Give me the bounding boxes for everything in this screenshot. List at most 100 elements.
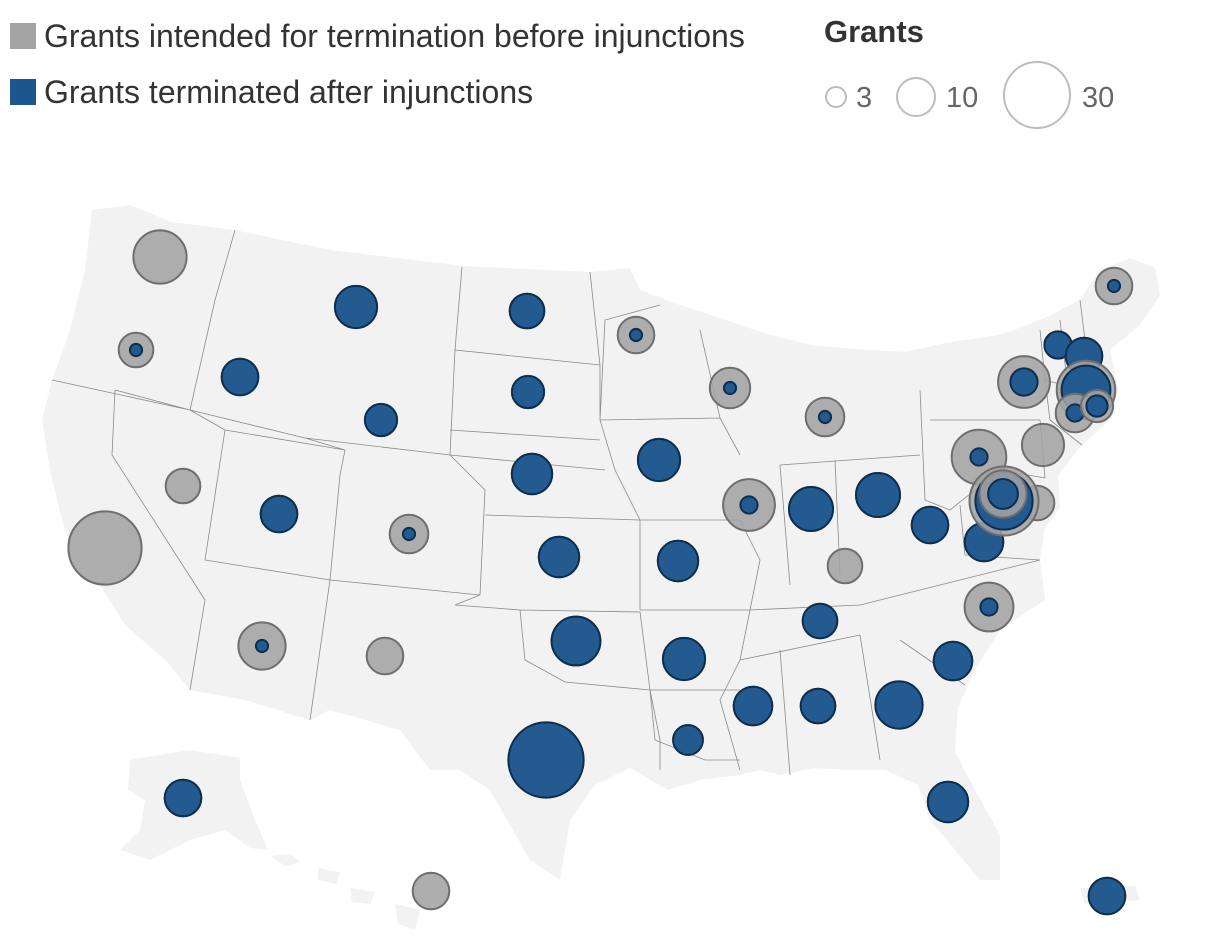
state-bubble-ut xyxy=(259,494,299,534)
state-bubble-nj xyxy=(1020,422,1066,468)
state-bubble-nd xyxy=(508,292,546,330)
state-bubble-hi xyxy=(411,871,451,911)
bubble-after-ga xyxy=(874,680,924,730)
bubble-before-nv xyxy=(164,467,202,505)
bubble-after-mn xyxy=(628,327,644,343)
bubble-after-ia xyxy=(636,437,682,483)
legend-swatch-after xyxy=(10,79,36,105)
bubble-before-ca xyxy=(67,510,143,586)
state-bubble-ar xyxy=(661,636,707,682)
size-legend-circle-medium xyxy=(896,77,936,117)
state-bubble-dc xyxy=(978,469,1028,519)
bubble-after-ri xyxy=(1085,394,1109,418)
state-bubble-al xyxy=(799,687,837,725)
state-bubble-wi xyxy=(708,366,752,410)
bubble-after-ak xyxy=(163,778,203,818)
bubble-after-wy xyxy=(363,402,399,438)
bubble-after-mt xyxy=(333,284,379,330)
state-bubble-sc xyxy=(932,640,974,682)
state-bubble-co xyxy=(388,513,430,555)
bubble-after-fl xyxy=(926,780,970,824)
bubble-before-ky xyxy=(826,547,864,585)
bubble-after-nc xyxy=(979,597,999,617)
bubble-after-mi xyxy=(817,409,833,425)
size-legend-label-medium: 10 xyxy=(946,82,978,114)
bubble-after-ms xyxy=(732,685,774,727)
state-bubble-sd xyxy=(510,374,546,410)
state-bubble-mi xyxy=(804,396,846,438)
bubble-before-nm xyxy=(365,636,405,676)
size-legend-graphic: 3 10 30 xyxy=(825,61,1114,129)
state-bubble-or xyxy=(117,331,155,369)
state-bubble-mn xyxy=(616,315,656,355)
size-legend-circle-large xyxy=(1003,61,1071,129)
state-bubble-ms xyxy=(732,685,774,727)
bubble-after-az xyxy=(254,638,270,654)
state-bubble-id xyxy=(220,357,260,397)
bubble-after-ar xyxy=(661,636,707,682)
size-legend-circle-small xyxy=(825,86,847,108)
state-bubble-nc xyxy=(963,581,1015,633)
bubble-before-hi xyxy=(411,871,451,911)
bubble-after-ok xyxy=(550,615,602,667)
bubble-after-tn xyxy=(801,602,839,640)
state-bubble-ne xyxy=(510,452,554,496)
state-bubble-pr xyxy=(1087,876,1127,916)
map-land xyxy=(42,205,1160,930)
state-bubble-wy xyxy=(363,402,399,438)
legend-label-before: Grants intended for termination before i… xyxy=(44,17,745,54)
legend-swatch-before xyxy=(10,23,36,49)
state-bubble-nv xyxy=(164,467,202,505)
bubble-after-la xyxy=(672,724,704,756)
state-bubble-ca xyxy=(67,510,143,586)
state-bubble-wv xyxy=(910,505,950,545)
bubble-after-nd xyxy=(508,292,546,330)
bubble-before-wa xyxy=(132,229,188,285)
bubble-after-mo xyxy=(656,539,700,583)
legend-item-before: Grants intended for termination before i… xyxy=(10,14,745,58)
state-bubble-ny xyxy=(997,355,1051,409)
size-legend-title: Grants xyxy=(824,14,924,49)
state-bubble-tx xyxy=(507,721,585,799)
size-legend-label-small: 3 xyxy=(856,82,872,114)
state-bubble-az xyxy=(237,621,287,671)
state-bubble-oh xyxy=(855,472,901,518)
bubble-after-ne xyxy=(510,452,554,496)
state-bubble-mt xyxy=(333,284,379,330)
state-bubble-ky xyxy=(826,547,864,585)
size-legend-label-large: 30 xyxy=(1082,82,1114,114)
state-bubble-in xyxy=(788,486,834,532)
bubble-after-or xyxy=(128,342,144,358)
bubble-after-wv xyxy=(910,505,950,545)
state-bubble-ga xyxy=(874,680,924,730)
bubble-after-ny xyxy=(1009,367,1039,397)
bubble-after-sd xyxy=(510,374,546,410)
bubble-before-nj xyxy=(1020,422,1066,468)
bubble-after-pa xyxy=(969,447,989,467)
state-bubble-il xyxy=(722,478,776,532)
bubble-after-il xyxy=(739,495,759,515)
state-bubble-fl xyxy=(926,780,970,824)
bubble-after-ks xyxy=(537,535,581,579)
state-bubble-ks xyxy=(537,535,581,579)
bubble-after-me xyxy=(1106,278,1122,294)
bubble-after-in xyxy=(788,486,834,532)
state-bubble-ak xyxy=(163,778,203,818)
state-bubble-ri xyxy=(1079,388,1115,424)
bubble-after-wi xyxy=(722,380,738,396)
state-bubble-tn xyxy=(801,602,839,640)
state-bubble-me xyxy=(1094,266,1134,306)
state-bubble-ia xyxy=(636,437,682,483)
state-bubble-la xyxy=(672,724,704,756)
state-bubble-ok xyxy=(550,615,602,667)
bubble-after-dc xyxy=(987,478,1019,510)
bubble-after-pr xyxy=(1087,876,1127,916)
legend-item-after: Grants terminated after injunctions xyxy=(10,70,745,114)
bubble-after-ut xyxy=(259,494,299,534)
legend-label-after: Grants terminated after injunctions xyxy=(44,73,534,110)
state-bubble-nm xyxy=(365,636,405,676)
state-bubble-wa xyxy=(132,229,188,285)
bubble-after-al xyxy=(799,687,837,725)
bubble-after-co xyxy=(401,526,417,542)
